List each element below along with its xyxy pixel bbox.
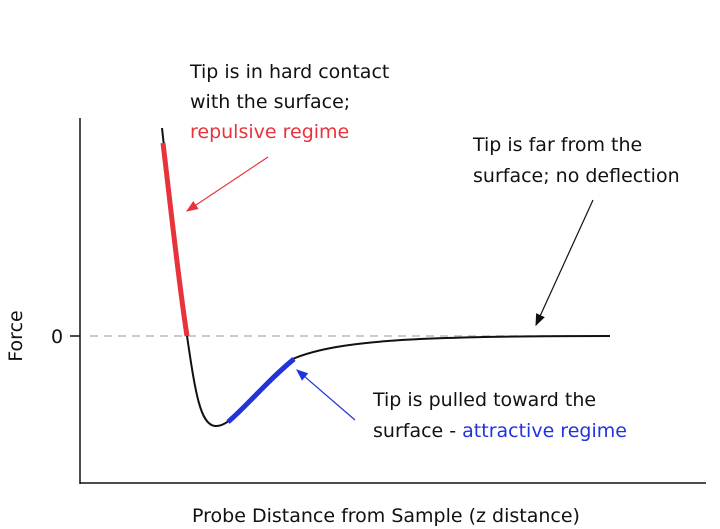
y-axis-label: Force: [5, 310, 27, 361]
annotation: Tip is far from the: [472, 134, 642, 156]
annotation-regime: repulsive regime: [190, 121, 349, 143]
repulsive-segment: [160, 142, 190, 337]
annotation: surface - attractive regime: [373, 420, 627, 442]
annotation: Tip is in hard contact: [189, 61, 389, 83]
zero-label: 0: [51, 326, 63, 348]
x-axis-label: Probe Distance from Sample (z distance): [192, 505, 580, 527]
annotation-regime: attractive regime: [462, 420, 627, 442]
annotation: Tip is pulled toward the: [372, 389, 596, 411]
annotation: with the surface;: [190, 91, 350, 113]
arrow: [535, 199, 594, 327]
arrow: [296, 369, 356, 421]
arrow: [186, 156, 269, 212]
attractive-segment: [226, 357, 296, 424]
annotation: surface; no deflection: [473, 165, 680, 187]
annotation: surface -: [373, 420, 462, 442]
